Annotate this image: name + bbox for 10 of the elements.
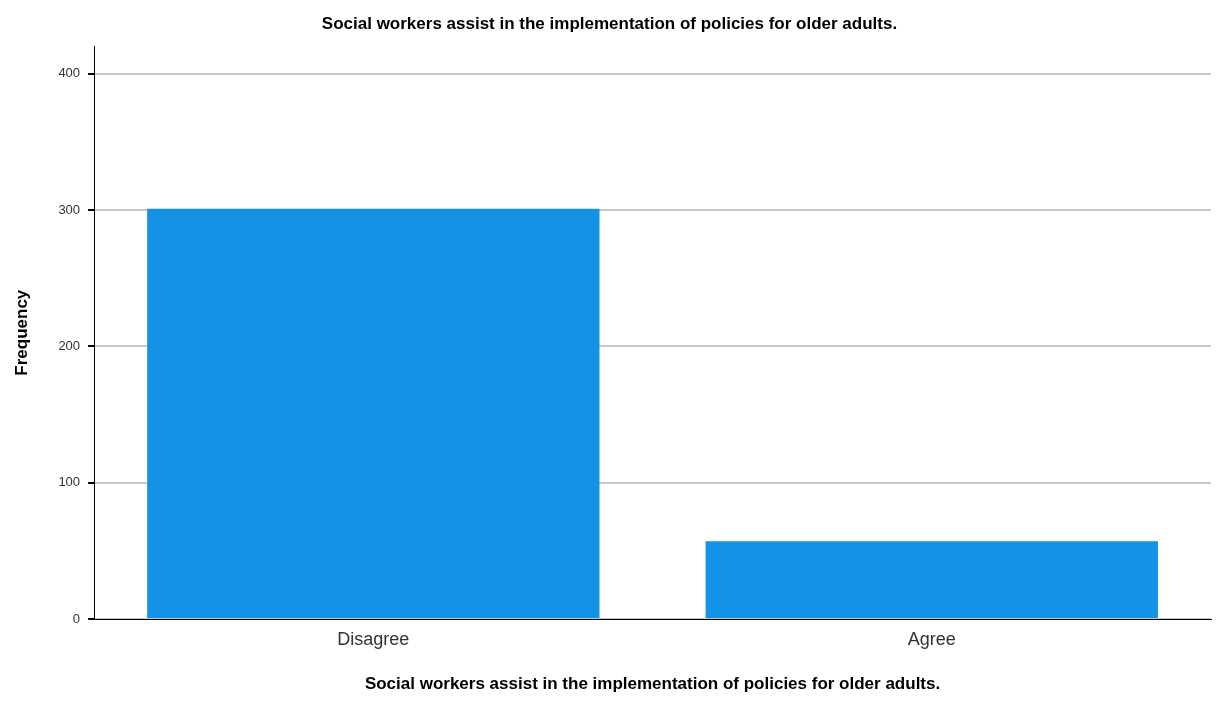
y-tick-label: 100 — [58, 474, 81, 490]
x-tick-label: Disagree — [337, 628, 410, 649]
x-tick-label: Agree — [907, 628, 956, 649]
y-tick-label: 400 — [58, 65, 81, 81]
y-tick-label: 0 — [72, 610, 81, 626]
y-axis-title: Frequency — [11, 289, 31, 376]
y-tick-label: 300 — [58, 201, 81, 217]
x-axis-title: Social workers assist in the implementation of policies for older adults. — [364, 674, 941, 694]
chart-title: Social workers assist in the implementation of policies for older adults. — [321, 13, 898, 33]
y-tick-label: 200 — [58, 337, 81, 353]
